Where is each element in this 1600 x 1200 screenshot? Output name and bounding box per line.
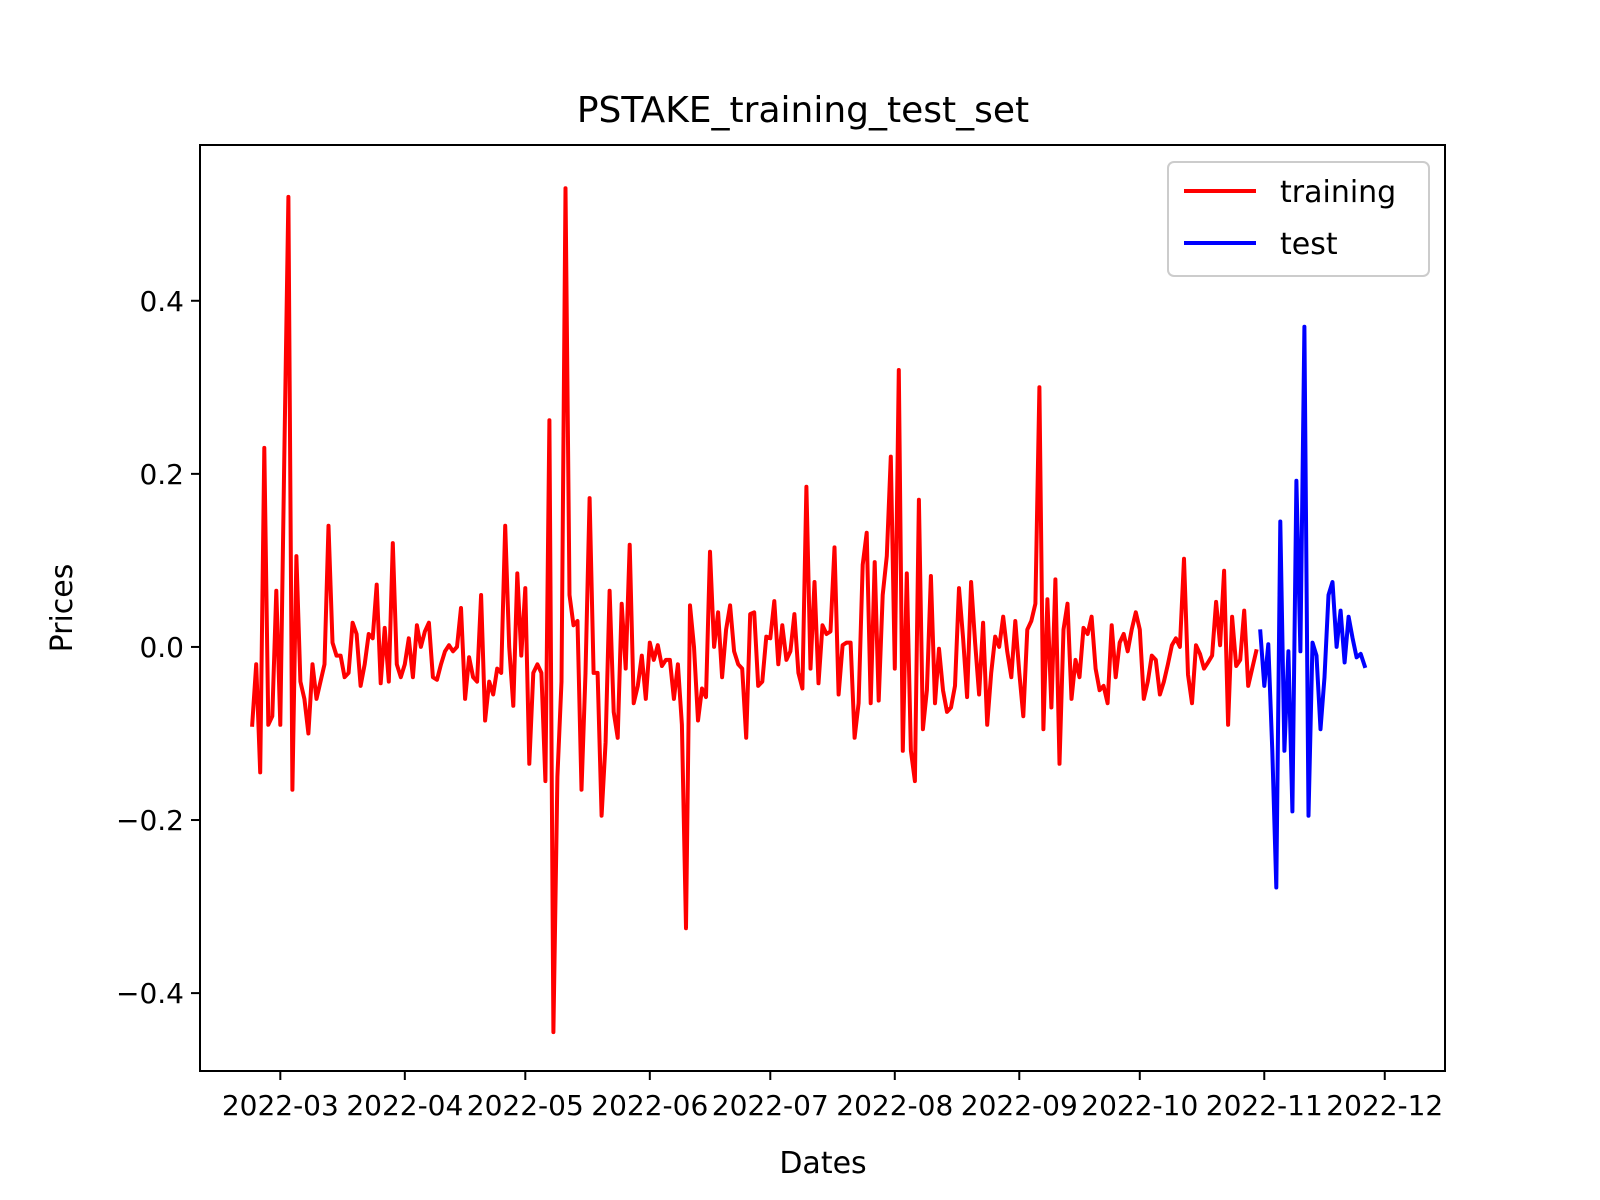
y-tick-label: −0.4 <box>116 977 184 1010</box>
x-tick-label: 2022-07 <box>712 1089 829 1122</box>
legend-label-test: test <box>1280 227 1338 262</box>
x-tick-label: 2022-11 <box>1206 1089 1323 1122</box>
x-tick-label: 2022-03 <box>222 1089 339 1122</box>
y-tick-label: −0.2 <box>116 804 184 837</box>
x-axis-title: Dates <box>779 1146 866 1181</box>
x-tick-label: 2022-08 <box>836 1089 953 1122</box>
legend: training test <box>1167 161 1430 277</box>
x-tick-label: 2022-05 <box>467 1089 584 1122</box>
y-axis-title: Prices <box>45 564 80 653</box>
x-tick-label: 2022-12 <box>1326 1089 1443 1122</box>
series-line-training <box>250 186 1259 1035</box>
y-tick-label: 0.4 <box>139 285 184 318</box>
chart-title: PSTAKE_training_test_set <box>577 90 1029 131</box>
legend-label-training: training <box>1280 175 1396 210</box>
x-tick-label: 2022-04 <box>346 1089 463 1122</box>
plot-frame <box>199 144 1446 1072</box>
y-axis: −0.4 −0.2 0.0 0.2 0.4 <box>116 285 200 1010</box>
x-axis: 2022-03 2022-04 2022-05 2022-06 2022-07 2022-… <box>222 1071 1443 1122</box>
x-tick-label: 2022-10 <box>1081 1089 1198 1122</box>
y-tick-label: 0.0 <box>139 631 184 664</box>
series-line-test <box>1258 324 1368 890</box>
x-tick-label: 2022-06 <box>591 1089 708 1122</box>
series-layer <box>250 186 1368 1035</box>
y-tick-label: 0.2 <box>139 458 184 491</box>
x-tick-label: 2022-09 <box>961 1089 1078 1122</box>
